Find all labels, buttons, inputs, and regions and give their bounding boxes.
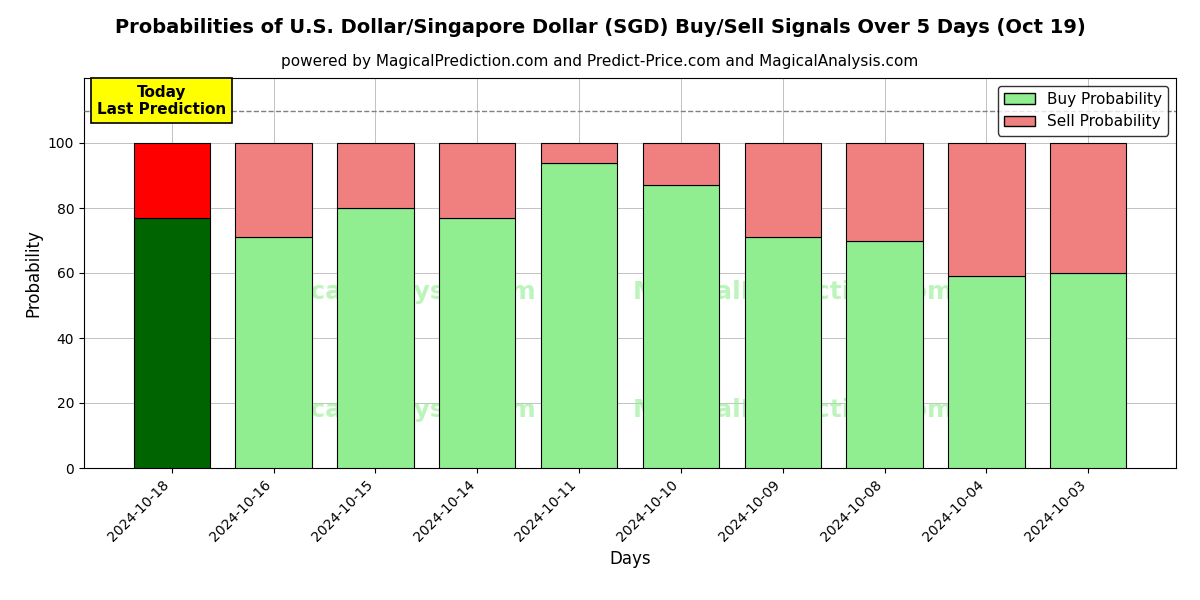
Bar [948, 143, 1025, 276]
Bar [337, 208, 414, 468]
Bar [235, 143, 312, 237]
Text: Probabilities of U.S. Dollar/Singapore Dollar (SGD) Buy/Sell Signals Over 5 Days: Probabilities of U.S. Dollar/Singapore D… [115, 18, 1085, 37]
Bar [235, 237, 312, 468]
Bar [643, 185, 719, 468]
Bar [541, 143, 617, 163]
Bar [744, 143, 821, 237]
Y-axis label: Probability: Probability [24, 229, 42, 317]
Text: powered by MagicalPrediction.com and Predict-Price.com and MagicalAnalysis.com: powered by MagicalPrediction.com and Pre… [281, 54, 919, 69]
Bar [948, 276, 1025, 468]
Legend: Buy Probability, Sell Probability: Buy Probability, Sell Probability [998, 86, 1169, 136]
Text: MagicalPrediction.com: MagicalPrediction.com [634, 398, 954, 421]
Text: MagicalAnalysis.com: MagicalAnalysis.com [242, 280, 536, 304]
Bar [744, 237, 821, 468]
Bar [133, 218, 210, 468]
Text: MagicalPrediction.com: MagicalPrediction.com [634, 280, 954, 304]
Bar [439, 218, 516, 468]
Bar [439, 143, 516, 218]
Bar [1050, 143, 1127, 273]
Bar [846, 241, 923, 468]
Bar [1050, 273, 1127, 468]
Text: Today
Last Prediction: Today Last Prediction [97, 85, 227, 117]
Bar [643, 143, 719, 185]
Text: MagicalAnalysis.com: MagicalAnalysis.com [242, 398, 536, 421]
Bar [133, 143, 210, 218]
Bar [541, 163, 617, 468]
Bar [337, 143, 414, 208]
Bar [846, 143, 923, 241]
X-axis label: Days: Days [610, 550, 650, 568]
